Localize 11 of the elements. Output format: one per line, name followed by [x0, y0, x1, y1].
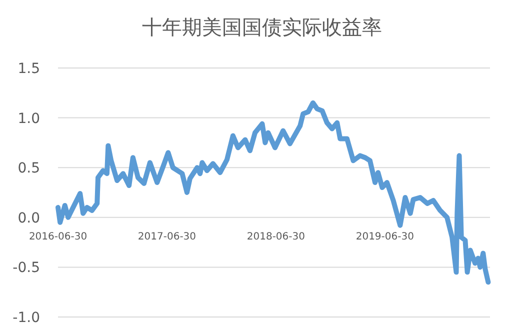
- y-tick-label: 1.0: [18, 110, 40, 127]
- y-tick-label: 0.5: [18, 160, 40, 177]
- y-tick-label: 0.0: [18, 210, 40, 226]
- y-tick-label: -1.0: [12, 310, 40, 326]
- x-tick-label: 2018-06-30: [246, 231, 306, 242]
- y-tick-label: 1.5: [18, 61, 40, 77]
- x-tick-label: 2019-06-30: [356, 231, 414, 242]
- x-tick-label: 2017-06-30: [138, 231, 196, 242]
- chart-title: 十年期美国国债实际收益率: [142, 15, 382, 39]
- x-tick-label: 2016-06-30: [28, 231, 88, 242]
- y-tick-label: -0.5: [12, 260, 40, 276]
